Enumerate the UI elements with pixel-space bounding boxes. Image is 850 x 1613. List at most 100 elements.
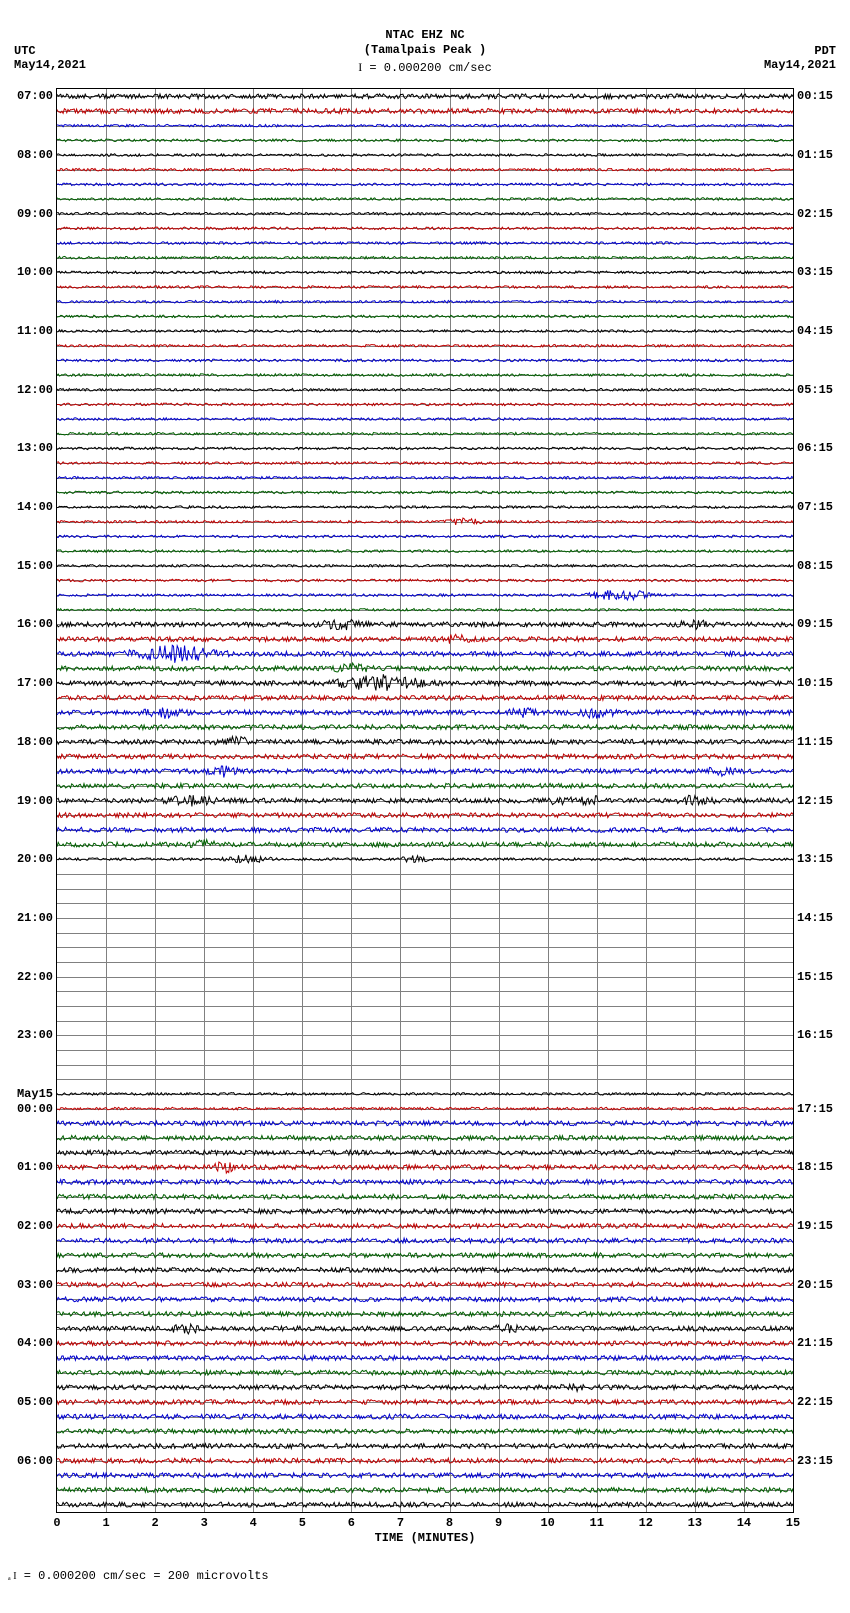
left-hour-label: 20:00 bbox=[17, 852, 53, 866]
trace-line bbox=[57, 1312, 793, 1317]
trace-line bbox=[57, 1209, 793, 1214]
trace-line bbox=[57, 330, 793, 333]
trace-line bbox=[57, 271, 793, 274]
left-hour-label: 22:00 bbox=[17, 970, 53, 984]
right-hour-label: 16:15 bbox=[797, 1028, 833, 1042]
xtick-label: 4 bbox=[250, 1516, 257, 1530]
right-hour-label: 12:15 bbox=[797, 794, 833, 808]
trace-line bbox=[57, 1162, 793, 1173]
xtick-label: 13 bbox=[688, 1516, 702, 1530]
trace-line bbox=[57, 154, 793, 157]
plot-area: 012345678910111213141507:0000:1508:0001:… bbox=[56, 88, 794, 1513]
footer: ₐ I = 0.000200 cm/sec = 200 microvolts bbox=[8, 1569, 269, 1583]
trace-line bbox=[57, 286, 793, 289]
xaxis-label: TIME (MINUTES) bbox=[0, 1531, 850, 1545]
trace-line bbox=[57, 1121, 793, 1126]
station-name: (Tamalpais Peak ) bbox=[0, 43, 850, 58]
left-hour-label: 07:00 bbox=[17, 89, 53, 103]
xtick-label: 7 bbox=[397, 1516, 404, 1530]
right-hour-label: 03:15 bbox=[797, 265, 833, 279]
left-hour-label: 16:00 bbox=[17, 617, 53, 631]
trace-line bbox=[57, 1282, 793, 1287]
trace-line bbox=[57, 1444, 793, 1449]
right-hour-label: 18:15 bbox=[797, 1160, 833, 1174]
trace-line bbox=[57, 1136, 793, 1141]
trace-line bbox=[57, 754, 793, 759]
xtick-label: 15 bbox=[786, 1516, 800, 1530]
trace-line bbox=[57, 1150, 793, 1155]
right-hour-label: 11:15 bbox=[797, 735, 833, 749]
right-hour-label: 17:15 bbox=[797, 1102, 833, 1116]
station-code: NTAC EHZ NC bbox=[0, 28, 850, 43]
scale-line: I = 0.000200 cm/sec bbox=[0, 60, 850, 76]
right-hour-label: 04:15 bbox=[797, 324, 833, 338]
xtick-label: 1 bbox=[102, 1516, 109, 1530]
right-hour-label: 15:15 bbox=[797, 970, 833, 984]
xtick-label: 9 bbox=[495, 1516, 502, 1530]
right-hour-label: 21:15 bbox=[797, 1336, 833, 1350]
trace-line bbox=[57, 389, 793, 392]
trace-line bbox=[57, 1268, 793, 1273]
scale-text: = 0.000200 cm/sec bbox=[369, 61, 491, 75]
trace-line bbox=[57, 795, 793, 806]
trace-line bbox=[57, 359, 793, 362]
trace-line bbox=[57, 462, 793, 465]
trace-line bbox=[57, 109, 793, 114]
trace-line bbox=[57, 674, 793, 691]
trace-line bbox=[57, 565, 793, 568]
left-hour-label: 09:00 bbox=[17, 207, 53, 221]
xtick-label: 12 bbox=[639, 1516, 653, 1530]
trace-line bbox=[57, 1180, 793, 1185]
trace-line bbox=[57, 315, 793, 318]
tz-right: PDT May14,2021 bbox=[764, 44, 836, 73]
left-hour-label: 18:00 bbox=[17, 735, 53, 749]
left-hour-label: 12:00 bbox=[17, 383, 53, 397]
left-hour-label: 19:00 bbox=[17, 794, 53, 808]
right-hour-label: 09:15 bbox=[797, 617, 833, 631]
xtick-label: 10 bbox=[540, 1516, 554, 1530]
trace-line bbox=[57, 518, 793, 525]
trace-line bbox=[57, 168, 793, 171]
xtick-label: 11 bbox=[590, 1516, 604, 1530]
tz-left-date: May14,2021 bbox=[14, 58, 86, 72]
seismogram-page: NTAC EHZ NC (Tamalpais Peak ) I = 0.0002… bbox=[0, 0, 850, 1613]
trace-line bbox=[57, 813, 793, 818]
traces-svg bbox=[57, 89, 793, 1512]
trace-line bbox=[57, 855, 793, 863]
right-hour-label: 13:15 bbox=[797, 852, 833, 866]
right-hour-label: 06:15 bbox=[797, 441, 833, 455]
right-hour-label: 07:15 bbox=[797, 500, 833, 514]
trace-line bbox=[57, 447, 793, 450]
trace-line bbox=[57, 1253, 793, 1258]
trace-line bbox=[57, 433, 793, 436]
xtick-label: 2 bbox=[152, 1516, 159, 1530]
trace-line bbox=[57, 645, 793, 663]
trace-line bbox=[57, 1238, 793, 1243]
trace-line bbox=[57, 1107, 793, 1110]
trace-line bbox=[57, 506, 793, 509]
trace-line bbox=[57, 1473, 793, 1478]
tz-left-tz: UTC bbox=[14, 44, 86, 58]
trace-line bbox=[57, 491, 793, 494]
trace-line bbox=[57, 1488, 793, 1493]
footer-text: = 0.000200 cm/sec = 200 microvolts bbox=[24, 1569, 269, 1583]
trace-line bbox=[57, 1356, 793, 1361]
trace-line bbox=[57, 212, 793, 215]
left-hour-label: May15 bbox=[17, 1087, 53, 1101]
trace-line bbox=[57, 708, 793, 719]
left-hour-label: 06:00 bbox=[17, 1454, 53, 1468]
tz-right-date: May14,2021 bbox=[764, 58, 836, 72]
tz-right-tz: PDT bbox=[764, 44, 836, 58]
left-hour-label: 10:00 bbox=[17, 265, 53, 279]
trace-line bbox=[57, 1341, 793, 1346]
trace-line bbox=[57, 1324, 793, 1334]
left-hour-label: 17:00 bbox=[17, 676, 53, 690]
left-hour-label: 00:00 bbox=[17, 1102, 53, 1116]
left-hour-label: 02:00 bbox=[17, 1219, 53, 1233]
scale-bar-icon: I bbox=[358, 60, 362, 74]
trace-line bbox=[57, 663, 793, 672]
trace-line bbox=[57, 139, 793, 142]
xtick-label: 8 bbox=[446, 1516, 453, 1530]
trace-line bbox=[57, 1400, 793, 1405]
trace-line bbox=[57, 124, 793, 127]
